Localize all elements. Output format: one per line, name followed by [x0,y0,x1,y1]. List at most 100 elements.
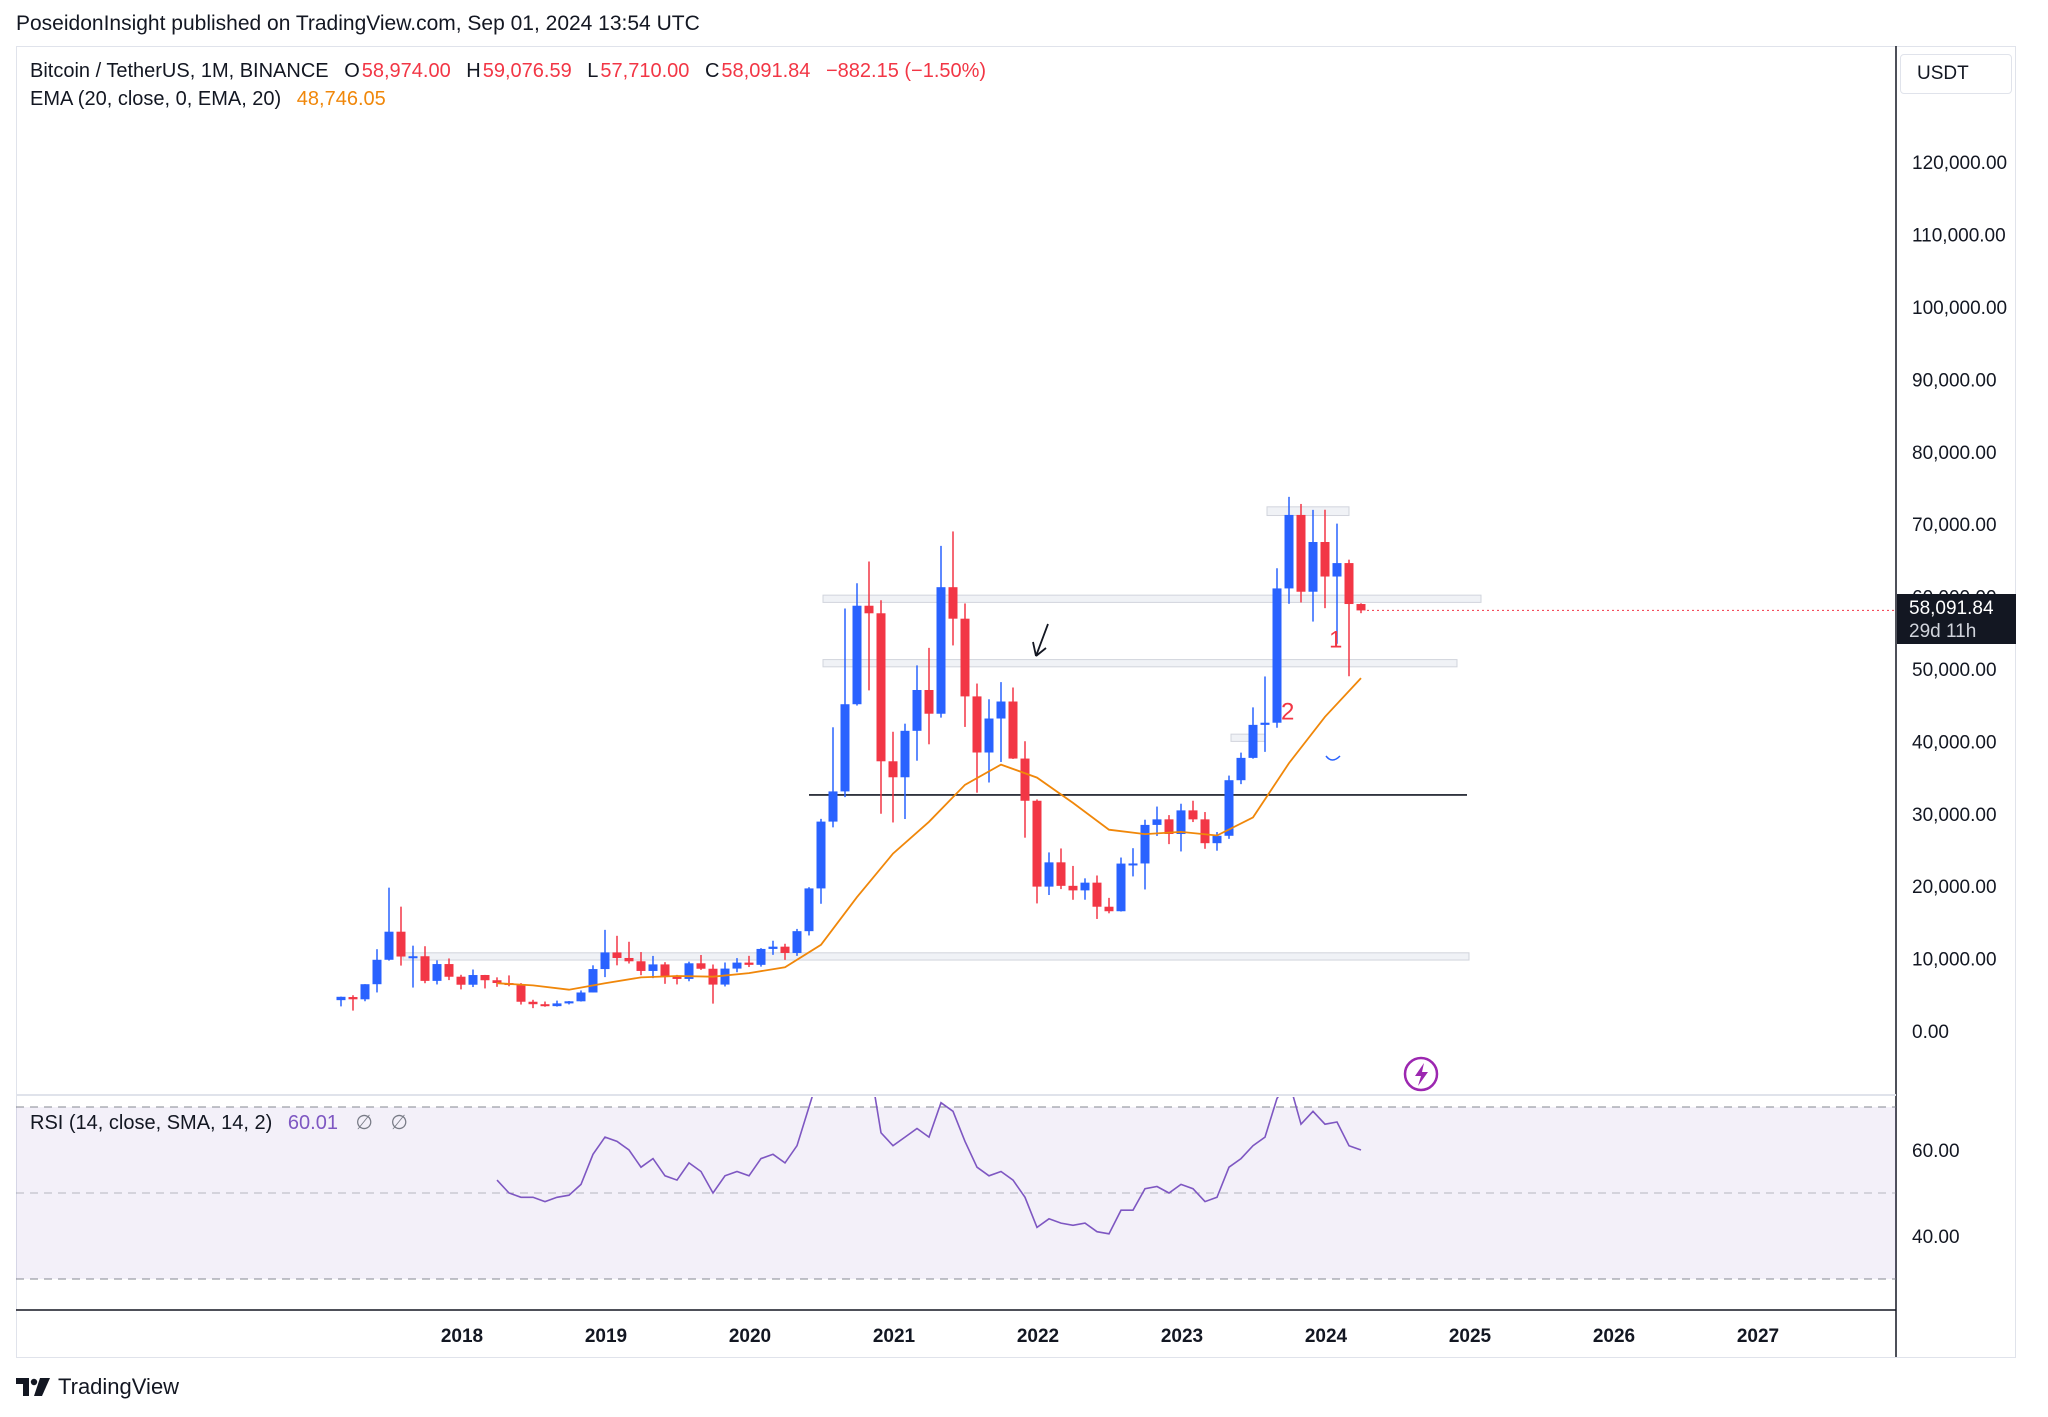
last-price-tag: 58,091.84 29d 11h [1897,594,2016,644]
rsi-value: 60.01 [287,1112,338,1134]
candle-body [780,946,790,953]
candle-body [948,587,958,619]
tradingview-logo[interactable]: TradingView [16,1374,179,1400]
tradingview-brand: TradingView [58,1374,180,1399]
close-value: 58,091.84 [721,60,811,82]
time-tick-label: 2027 [1737,1326,1779,1347]
candle-body [720,968,730,985]
candle-body [876,613,886,762]
rsi-tick-label: 40.00 [1912,1227,1960,1248]
candle-body [1152,819,1162,825]
price-tick-label: 30,000.00 [1912,805,1997,826]
chart-frame[interactable] [16,46,2016,1358]
candle-body [732,962,742,969]
candle-body [1236,757,1246,781]
candle-body [900,730,910,778]
candle-body [792,931,802,953]
high-value: 59,076.59 [482,60,572,82]
candle-body [804,888,814,932]
price-tick-label: 100,000.00 [1912,298,2007,319]
candle-body [492,980,502,984]
candle-body [1140,824,1150,864]
candle-body [1080,882,1090,891]
candle-body [528,1001,538,1005]
candle-body [696,963,706,969]
candle-body [1248,724,1258,758]
arrow-annotation [1032,623,1049,657]
support-zone [822,659,1458,668]
high-label: H [466,60,481,82]
candle-body [684,963,694,979]
candle-body [384,931,394,960]
candle-body [1212,835,1222,844]
candle-body [1320,542,1330,577]
price-tick-label: 20,000.00 [1912,877,1997,898]
symbol-legend: Bitcoin / TetherUS, 1M, BINANCE O 58,974.… [30,60,988,83]
candle-body [1200,819,1210,844]
hook-annotation [1325,755,1341,761]
annotation-label: 1 [1329,626,1342,653]
time-tick-label: 2018 [441,1326,483,1347]
candle-body [624,957,634,962]
candle-body [1032,800,1042,887]
low-value: 57,710.00 [600,60,690,82]
candle-body [444,964,454,977]
candle-body [1272,588,1282,723]
rsi-na-value-2: ∅ [390,1112,408,1134]
ema-value: 48,746.05 [296,88,386,110]
time-tick-label: 2021 [873,1326,916,1347]
candle-body [648,964,658,971]
candle-body [924,689,934,714]
candle-body [612,952,622,958]
candle-body [516,984,526,1002]
rsi-line [496,1097,1362,1235]
candle-body [828,791,838,822]
candle-body [996,701,1006,719]
time-tick-label: 2022 [1017,1326,1059,1347]
candle-body [912,689,922,731]
candle-body [1056,862,1066,886]
candle-body [984,718,994,753]
candle-body [1020,758,1030,801]
publish-info: PoseidonInsight published on TradingView… [16,12,700,35]
rsi-label: RSI (14, close, SMA, 14, 2) [30,1112,273,1134]
bar-countdown: 29d 11h [1909,621,1977,642]
candle-body [660,964,670,977]
candle-body [432,964,442,981]
rsi-legend[interactable]: RSI (14, close, SMA, 14, 2) 60.01 ∅ ∅ [30,1110,410,1135]
candle-body [348,997,358,1000]
candle-body [1344,563,1354,605]
annotation-label: 2 [1281,699,1294,726]
price-tick-label: 0.00 [1912,1022,1949,1043]
rsi-na-value-1: ∅ [355,1112,373,1134]
candle-body [672,976,682,979]
rsi-tick-label: 60.00 [1912,1141,1960,1162]
ema-label: EMA (20, close, 0, EMA, 20) [30,88,282,110]
candle-body [756,948,766,965]
candle-body [564,1001,574,1004]
candle-body [1068,885,1078,891]
candle-body [744,962,754,965]
candle-body [600,952,610,970]
price-tick-label: 110,000.00 [1912,226,2006,247]
currency-selector[interactable]: USDT [1900,54,2012,94]
candle-body [864,605,874,614]
ema-legend[interactable]: EMA (20, close, 0, EMA, 20) 48,746.05 [30,88,388,111]
candle-body [1116,863,1126,912]
low-label: L [587,60,599,82]
candle-body [576,992,586,1002]
candle-body [1044,862,1054,887]
support-zone [1266,506,1350,517]
open-label: O [344,60,360,82]
candle-body [1092,882,1102,907]
time-tick-label: 2026 [1593,1326,1635,1347]
support-zone [402,952,1470,961]
support-zone [1230,733,1266,742]
price-tick-label: 10,000.00 [1912,950,1997,971]
symbol-name[interactable]: Bitcoin / TetherUS, 1M, BINANCE [30,60,329,82]
close-label: C [704,60,720,82]
candle-body [636,961,646,971]
candle-body [1296,514,1306,592]
candle-body [1260,722,1270,725]
